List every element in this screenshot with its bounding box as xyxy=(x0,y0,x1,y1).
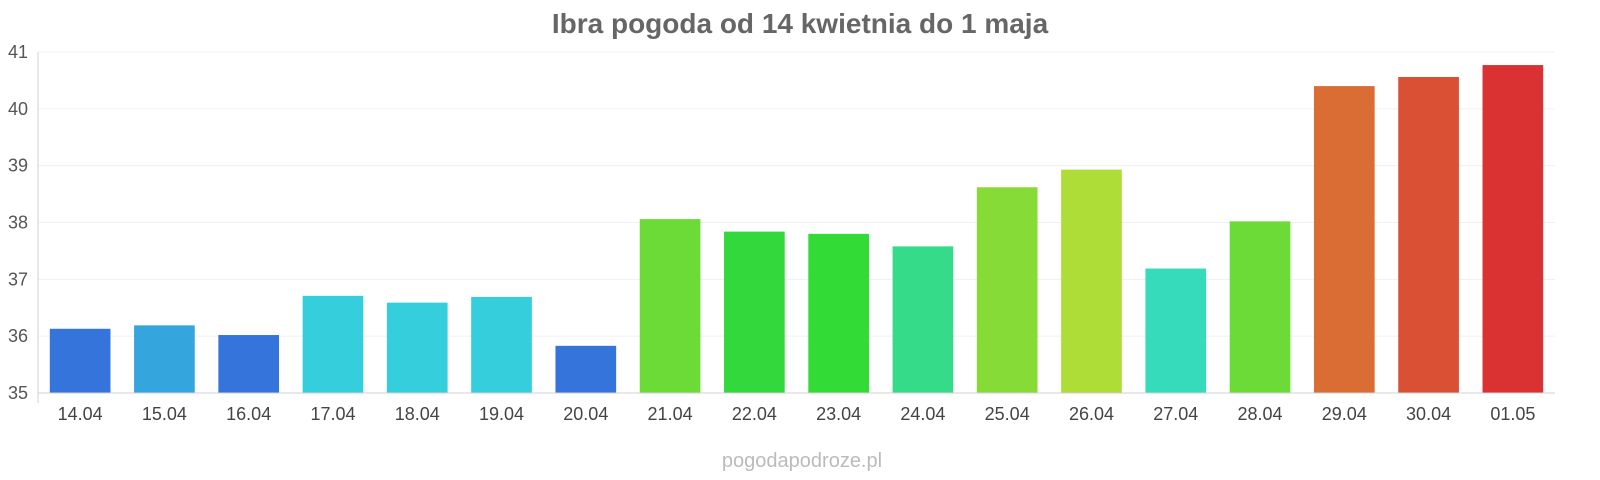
x-tick-label: 19.04 xyxy=(479,404,524,424)
x-tick-label: 29.04 xyxy=(1322,404,1367,424)
bar-25.04 xyxy=(976,187,1038,393)
bars xyxy=(49,65,1544,394)
bar-22.04 xyxy=(724,231,785,393)
chart-title: Ibra pogoda od 14 kwietnia do 1 maja xyxy=(552,8,1049,39)
bar-14.04 xyxy=(49,328,111,393)
x-tick-label: 28.04 xyxy=(1238,404,1283,424)
x-tick-label: 23.04 xyxy=(816,404,861,424)
x-tick-label: 18.04 xyxy=(395,404,440,424)
x-tick-label: 24.04 xyxy=(900,404,945,424)
x-tick-label: 22.04 xyxy=(732,404,777,424)
x-tick-label: 21.04 xyxy=(648,404,693,424)
bar-27.04 xyxy=(1145,268,1207,393)
bar-20.04 xyxy=(555,345,617,393)
bar-26.04 xyxy=(1061,169,1122,393)
bar-23.04 xyxy=(808,233,869,393)
y-tick-label: 36 xyxy=(8,326,28,346)
bar-28.04 xyxy=(1229,221,1291,393)
bar-29.04 xyxy=(1313,86,1375,393)
y-tick-label: 41 xyxy=(8,42,28,62)
bar-17.04 xyxy=(302,295,364,393)
x-tick-label: 14.04 xyxy=(58,404,103,424)
y-tick-label: 39 xyxy=(8,156,28,176)
bar-24.04 xyxy=(892,246,954,393)
watermark: pogodapodroze.pl xyxy=(722,450,882,472)
bar-16.04 xyxy=(218,335,280,393)
bar-01.05 xyxy=(1482,65,1544,394)
y-tick-label: 35 xyxy=(8,383,28,403)
y-tick-label: 37 xyxy=(8,269,28,289)
y-tick-label: 40 xyxy=(8,99,28,119)
bar-18.04 xyxy=(386,302,448,393)
bar-21.04 xyxy=(639,219,701,393)
x-tick-label: 30.04 xyxy=(1406,404,1451,424)
x-tick-label: 26.04 xyxy=(1069,404,1114,424)
x-tick-label: 17.04 xyxy=(310,404,355,424)
x-tick-label: 15.04 xyxy=(142,404,187,424)
x-tick-label: 16.04 xyxy=(226,404,271,424)
bar-15.04 xyxy=(134,325,195,393)
bar-19.04 xyxy=(471,296,532,393)
gridlines xyxy=(38,51,1555,337)
x-axis-tick-labels: 14.04 15.04 16.04 17.04 18.04 19.04 20.04 21.04… xyxy=(58,404,1536,424)
x-tick-label: 25.04 xyxy=(985,404,1030,424)
x-tick-label: 20.04 xyxy=(563,404,608,424)
y-axis-tick-labels: 35 36 37 38 39 40 41 xyxy=(8,42,28,403)
x-tick-label: 01.05 xyxy=(1490,404,1535,424)
y-tick-label: 38 xyxy=(8,213,28,233)
x-tick-label: 27.04 xyxy=(1153,404,1198,424)
bar-30.04 xyxy=(1398,77,1459,394)
